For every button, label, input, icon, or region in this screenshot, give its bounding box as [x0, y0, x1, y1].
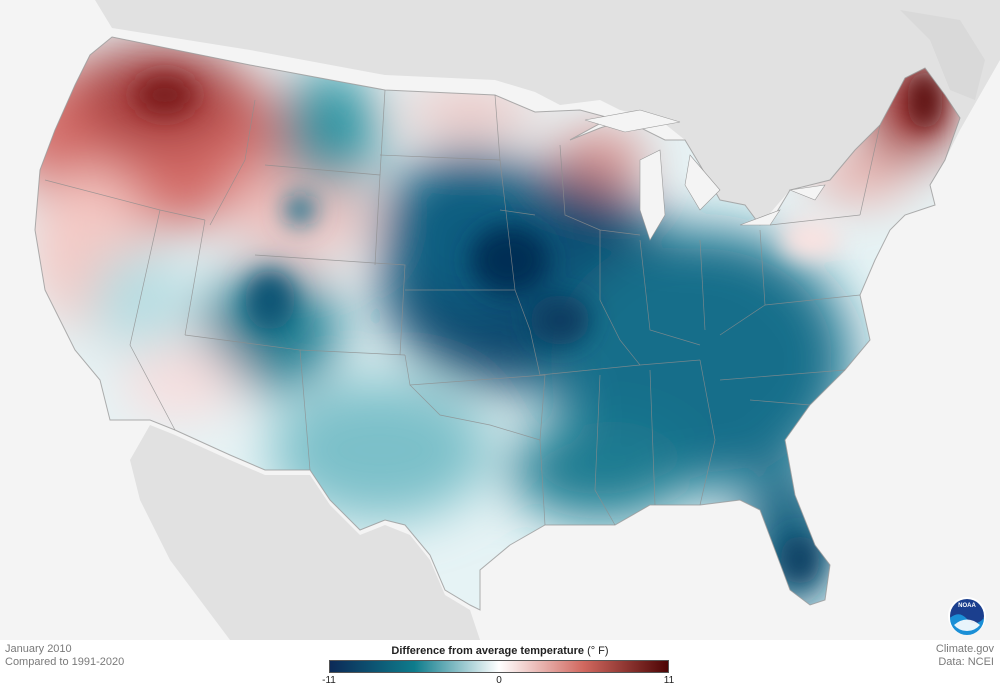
legend-min-label: -11: [322, 675, 336, 686]
surrounding-land: [60, 0, 1000, 640]
anomaly-map: [34, 0, 1000, 640]
map-credit: Climate.gov Data: NCEI: [936, 643, 994, 669]
legend-title: Difference from average temperature (° F…: [0, 645, 1000, 657]
period-label: January 2010: [5, 643, 72, 655]
state-borders: [34, 36, 961, 611]
great-lakes: [584, 109, 826, 241]
legend-mid-label: 0: [496, 675, 502, 686]
map-caption: January 2010 Compared to 1991-2020: [5, 643, 124, 669]
legend-colorbar: [329, 660, 669, 673]
map-footer: January 2010 Compared to 1991-2020 Diffe…: [0, 640, 1000, 690]
baseline-label: Compared to 1991-2020: [5, 656, 125, 668]
noaa-logo-icon: [948, 597, 986, 635]
legend-unit: (° F): [587, 645, 609, 657]
legend-max-label: 11: [663, 675, 675, 686]
noaa-logo-text: NOAA: [958, 603, 976, 609]
credit-data-source: Data: NCEI: [938, 656, 994, 668]
credit-site: Climate.gov: [935, 643, 994, 655]
legend-title-text: Difference from average temperature: [391, 645, 584, 657]
